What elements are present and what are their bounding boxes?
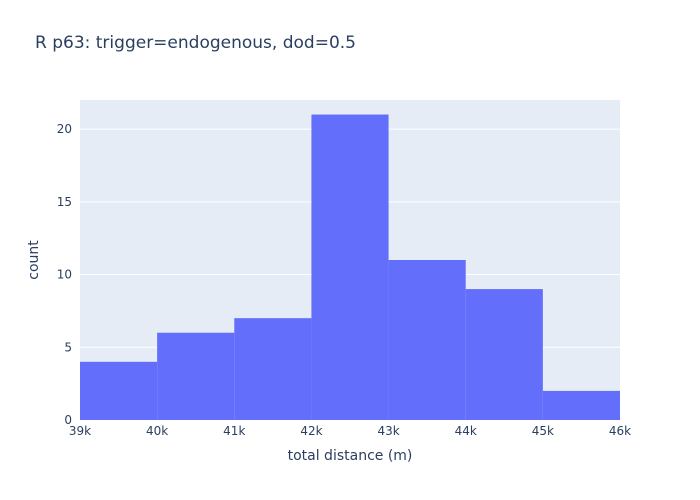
x-axis-ticks: 39k 40k 41k 42k 43k 44k 45k 46k — [69, 424, 631, 438]
y-axis-title: count — [26, 240, 42, 280]
x-tick-label: 45k — [532, 424, 554, 438]
y-tick-label: 0 — [64, 413, 72, 427]
chart-title: R p63: trigger=endogenous, dod=0.5 — [35, 33, 356, 53]
histogram-bar — [234, 318, 312, 420]
histogram-bar — [388, 260, 466, 420]
x-tick-label: 39k — [69, 424, 91, 438]
y-axis-ticks: 0 5 10 15 20 — [57, 122, 72, 427]
x-axis-title: total distance (m) — [288, 448, 413, 464]
histogram-bar — [542, 390, 620, 420]
y-tick-label: 20 — [57, 122, 72, 136]
histogram-bar — [157, 332, 235, 420]
x-tick-label: 40k — [146, 424, 168, 438]
x-tick-label: 43k — [377, 424, 399, 438]
bars — [80, 114, 620, 420]
y-tick-label: 5 — [64, 340, 72, 354]
y-tick-label: 15 — [57, 195, 72, 209]
x-tick-label: 41k — [223, 424, 245, 438]
x-tick-label: 42k — [300, 424, 322, 438]
histogram-bar — [311, 114, 389, 420]
x-tick-label: 44k — [455, 424, 477, 438]
y-tick-label: 10 — [57, 268, 72, 282]
histogram-bar — [80, 361, 158, 420]
x-tick-label: 46k — [609, 424, 631, 438]
histogram-bar — [465, 289, 543, 420]
